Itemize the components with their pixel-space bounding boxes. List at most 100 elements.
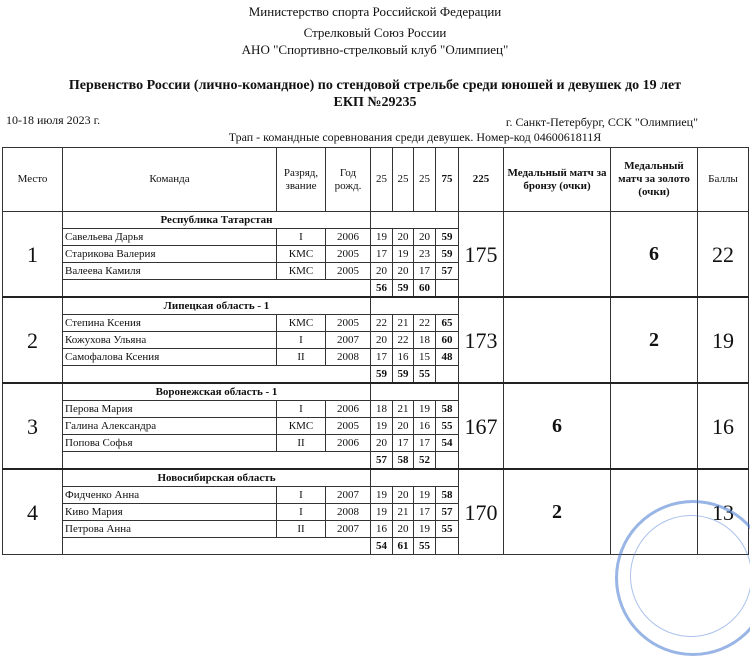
member-row: Степина Ксения КМС 2005 22 21 22 65 [3, 314, 749, 332]
member-row: Савельева Дарья I 2006 19 20 20 59 [3, 228, 749, 246]
series-total: 59 [370, 365, 393, 384]
birth-year: 2006 [325, 228, 371, 246]
ministry-line: Министерство спорта Российской Федерации [248, 4, 502, 19]
empty-cell [435, 279, 459, 298]
series-2: 20 [392, 486, 414, 504]
bronze-match-score [503, 296, 611, 384]
bronze-match-score [503, 211, 611, 298]
birth-year: 2006 [325, 400, 371, 418]
member-row: Петрова Анна II 2007 16 20 19 55 [3, 520, 749, 538]
series-2: 20 [392, 262, 414, 280]
birth-year: 2005 [325, 314, 371, 332]
team-place: 1 [2, 211, 63, 298]
empty-cell [435, 365, 459, 384]
series-3: 23 [413, 245, 436, 263]
column-header: Медальный матч за бронзу (очки) [503, 147, 611, 212]
series-1: 19 [370, 228, 393, 246]
results-table: Место Команда Разряд, звание Год рожд. 25 25 2… [2, 147, 749, 555]
gold-match-score: 6 [610, 211, 698, 298]
table-header: Место Команда Разряд, звание Год рожд. 25 25 2… [2, 147, 749, 212]
empty-cell [62, 279, 371, 298]
empty-cell [370, 468, 459, 487]
athlete-name: Самофалова Ксения [62, 348, 277, 366]
team-total: 175 [458, 211, 504, 298]
empty-cell [62, 451, 371, 470]
athlete-name: Петрова Анна [62, 520, 277, 538]
series-2: 21 [392, 503, 414, 521]
empty-cell [62, 537, 371, 555]
athlete-rank: КМС [276, 417, 326, 435]
member-row: Старикова Валерия КМС 2005 17 19 23 59 [3, 245, 749, 263]
column-header: Год рожд. [325, 147, 371, 212]
column-header: Разряд, звание [276, 147, 326, 212]
series-1: 22 [370, 314, 393, 332]
empty-cell [435, 537, 459, 555]
athlete-name: Степина Ксения [62, 314, 277, 332]
gold-match-score [610, 382, 698, 470]
athlete-name: Попова Софья [62, 434, 277, 452]
series-1: 20 [370, 331, 393, 349]
series-total: 59 [392, 279, 414, 298]
series-total-row: 54 61 55 [3, 537, 749, 555]
club-line: АНО "Спортивно-стрелковый клуб "Олимпиец… [241, 42, 509, 57]
series-total: 58 [392, 451, 414, 470]
organization-stamp-inner [630, 515, 750, 637]
athlete-total: 59 [435, 228, 459, 246]
athlete-total: 57 [435, 262, 459, 280]
series-total: 55 [413, 537, 436, 555]
series-total: 54 [370, 537, 393, 555]
event-date: 10-18 июля 2023 г. [6, 113, 101, 127]
athlete-name: Перова Мария [62, 400, 277, 418]
team-header-row: 4 Новосибирская область 170 2 13 [2, 468, 749, 555]
series-total: 61 [392, 537, 414, 555]
member-row: Фидченко Анна I 2007 19 20 19 58 [3, 486, 749, 504]
team-points: 16 [697, 382, 749, 470]
member-row: Самофалова Ксения II 2008 17 16 15 48 [3, 348, 749, 366]
series-1: 19 [370, 503, 393, 521]
column-header: 225 [458, 147, 504, 212]
series-1: 16 [370, 520, 393, 538]
member-row: Киво Мария I 2008 19 21 17 57 [3, 503, 749, 521]
series-total: 52 [413, 451, 436, 470]
birth-year: 2005 [325, 417, 371, 435]
document-title: Первенство России (лично-командное) по с… [68, 78, 682, 93]
series-total: 55 [413, 365, 436, 384]
series-total: 59 [392, 365, 414, 384]
series-1: 19 [370, 417, 393, 435]
athlete-total: 58 [435, 486, 459, 504]
union-line: Стрелковый Союз России [303, 25, 447, 40]
birth-year: 2008 [325, 348, 371, 366]
member-row: Галина Александра КМС 2005 19 20 16 55 [3, 417, 749, 435]
series-1: 19 [370, 486, 393, 504]
series-total: 60 [413, 279, 436, 298]
series-total: 56 [370, 279, 393, 298]
series-2: 19 [392, 245, 414, 263]
athlete-rank: КМС [276, 262, 326, 280]
birth-year: 2008 [325, 503, 371, 521]
column-header: 25 [413, 147, 436, 212]
series-3: 19 [413, 520, 436, 538]
birth-year: 2005 [325, 262, 371, 280]
athlete-total: 60 [435, 331, 459, 349]
series-total: 57 [370, 451, 393, 470]
team-total: 167 [458, 382, 504, 470]
athlete-rank: I [276, 503, 326, 521]
team-header-row: 1 Республика Татарстан 175 6 22 [2, 211, 749, 298]
team-header-row: 3 Воронежская область - 1 167 6 16 [2, 382, 749, 470]
series-2: 21 [392, 400, 414, 418]
member-row: Валеева Камиля КМС 2005 20 20 17 57 [3, 262, 749, 280]
athlete-total: 57 [435, 503, 459, 521]
athlete-rank: II [276, 520, 326, 538]
team-name: Республика Татарстан [62, 211, 371, 229]
series-1: 17 [370, 348, 393, 366]
series-3: 17 [413, 434, 436, 452]
ekp-number: ЕКП №29235 [333, 95, 417, 110]
column-header: Медальный матч за золото (очки) [610, 147, 698, 212]
team-place: 4 [2, 468, 63, 555]
member-row: Попова Софья II 2006 20 17 17 54 [3, 434, 749, 452]
series-3: 19 [413, 400, 436, 418]
series-1: 20 [370, 434, 393, 452]
athlete-total: 65 [435, 314, 459, 332]
series-3: 20 [413, 228, 436, 246]
series-3: 18 [413, 331, 436, 349]
